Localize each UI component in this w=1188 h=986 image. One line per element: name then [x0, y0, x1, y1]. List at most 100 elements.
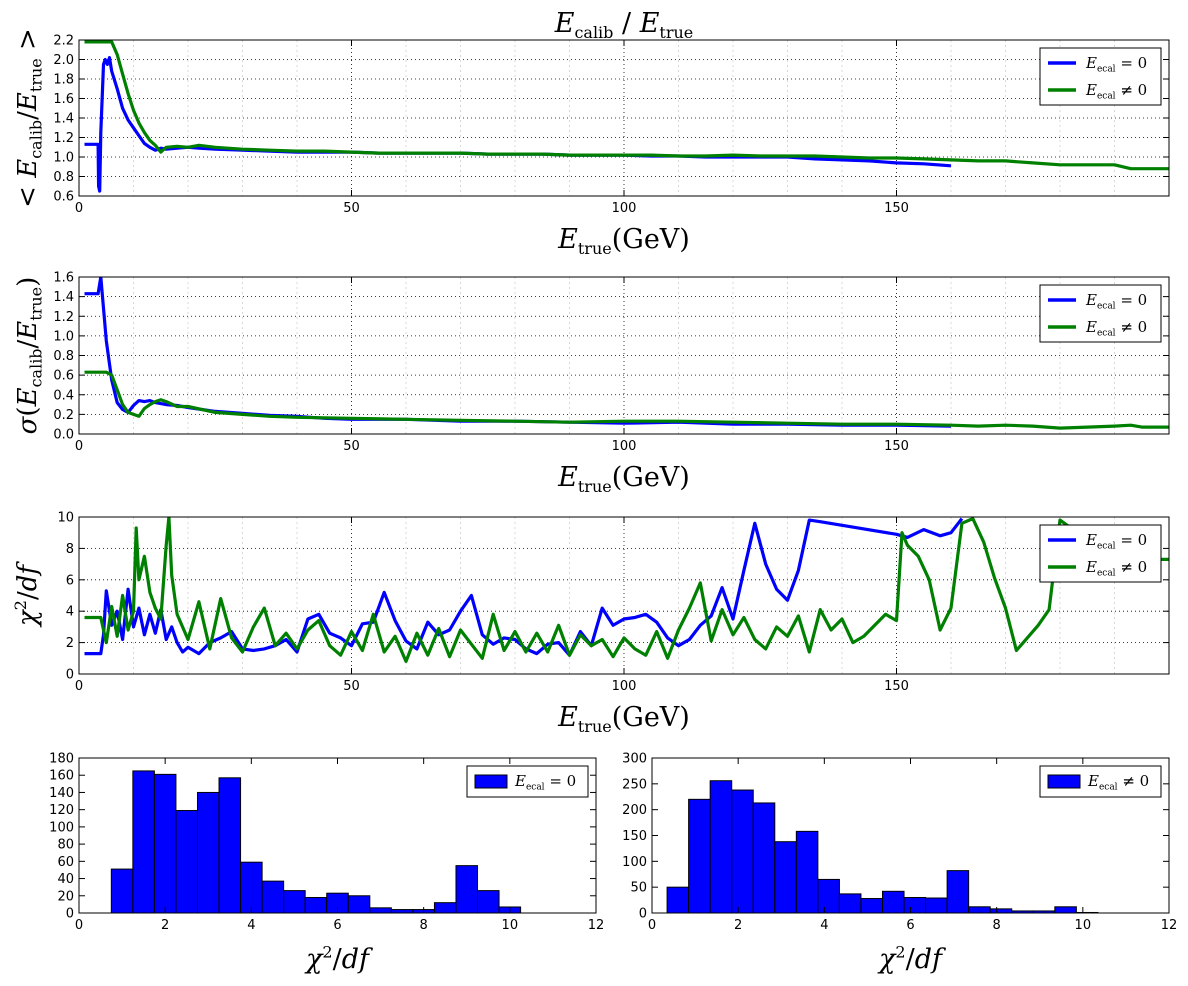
- histogram-bar: [946, 870, 970, 914]
- x-tick-label: 100: [612, 201, 637, 216]
- histogram-bar: [433, 902, 457, 914]
- histogram-bar: [881, 890, 905, 914]
- series-line-ecal-nonzero: [84, 370, 1169, 430]
- y-tick-label: 0.6: [53, 369, 74, 384]
- y-tick-label: 150: [622, 829, 647, 844]
- x-tick-label: 10: [502, 918, 519, 933]
- histogram-bar: [304, 897, 328, 914]
- histogram-bar: [989, 908, 1013, 914]
- histogram-bar: [903, 897, 927, 914]
- histogram-bar: [774, 841, 797, 914]
- histogram-bar: [283, 890, 306, 914]
- x-tick-label: 150: [884, 679, 909, 694]
- legend-label: Eecal ≠ 0: [1087, 772, 1149, 792]
- histogram-bar: [110, 868, 134, 914]
- x-tick-label: 150: [884, 201, 909, 216]
- x-tick-label: 150: [884, 439, 909, 454]
- x-axis-label: Etrue(GeV): [557, 702, 690, 736]
- histogram-bar: [968, 906, 991, 914]
- histogram-bar: [132, 770, 155, 914]
- x-tick-label: 2: [161, 918, 169, 933]
- y-tick-label: 40: [57, 872, 74, 887]
- histogram-bar: [347, 895, 371, 914]
- y-tick-label: 0.8: [53, 349, 74, 364]
- y-tick-label: 1.4: [53, 290, 74, 305]
- x-tick-label: 100: [612, 439, 637, 454]
- histogram-bar: [817, 878, 840, 914]
- y-tick-label: 300: [622, 752, 647, 767]
- x-tick-label: 4: [247, 918, 255, 933]
- histogram-bar: [688, 798, 711, 914]
- y-axis-label: σ(Ecalib/Etrue): [13, 277, 46, 435]
- y-tick-label: 1.2: [53, 310, 74, 325]
- histogram-bar: [860, 898, 883, 914]
- legend: Eecal = 0 Eecal ≠ 0: [1039, 524, 1162, 583]
- series-line-ecal-zero: [84, 55, 952, 193]
- y-tick-label: 120: [49, 803, 74, 818]
- x-tick-label: 0: [75, 918, 83, 933]
- x-tick-label: 0: [75, 679, 83, 694]
- legend-box: [1039, 284, 1162, 343]
- legend-swatch: [474, 774, 508, 789]
- series-line-ecal-zero: [84, 277, 952, 428]
- legend-label: Eecal ≠ 0: [1085, 318, 1147, 338]
- chart-sigma: 0 50 100 150 0.0 0.2 0.4 0.6 0.8 1.0 1.2 1.4 1.6 Etru…: [13, 271, 1170, 496]
- legend-label: Eecal = 0: [1085, 54, 1147, 74]
- x-tick-label: 12: [1161, 918, 1178, 933]
- legend: Eecal ≠ 0: [1039, 765, 1162, 798]
- histogram-bar: [838, 893, 862, 914]
- histogram-bar: [1054, 906, 1077, 914]
- x-axis-label: Etrue(GeV): [557, 224, 690, 258]
- chart-chi2: 0 50 100 150 0 2 4 6 8 10 Etrue(GeV) χ2/df Eecal = 0…: [11, 511, 1170, 736]
- histogram-bar: [925, 897, 948, 914]
- legend-swatch: [1047, 774, 1081, 789]
- y-tick-label: 200: [622, 803, 647, 818]
- legend-label: Eecal ≠ 0: [1085, 558, 1147, 578]
- histogram-bar: [477, 890, 500, 914]
- x-tick-label: 6: [333, 918, 341, 933]
- y-tick-label: 4: [66, 605, 74, 620]
- y-tick-label: 100: [622, 855, 647, 870]
- legend-box: [1039, 47, 1162, 106]
- y-tick-label: 80: [57, 838, 74, 853]
- x-axis-label: Etrue(GeV): [557, 462, 690, 496]
- series-line-ecal-zero: [84, 517, 964, 657]
- histogram-bar: [666, 886, 690, 914]
- histogram-bar: [795, 830, 819, 914]
- y-tick-label: 0: [639, 907, 647, 922]
- legend: Eecal = 0 Eecal ≠ 0: [1039, 47, 1162, 106]
- y-tick-label: 180: [49, 752, 74, 767]
- x-tick-label: 0: [648, 918, 656, 933]
- x-tick-label: 0: [75, 439, 83, 454]
- x-tick-label: 4: [820, 918, 828, 933]
- y-tick-label: 0.6: [53, 190, 74, 205]
- series-line-ecal-nonzero: [84, 40, 1169, 171]
- x-tick-label: 10: [1075, 918, 1092, 933]
- y-tick-label: 0.4: [53, 388, 74, 403]
- y-axis-label: χ2/df: [11, 561, 43, 628]
- y-tick-label: 0.2: [53, 408, 74, 423]
- histogram-bar: [752, 802, 776, 914]
- y-tick-label: 1.6: [53, 92, 74, 107]
- y-tick-label: 0.8: [53, 170, 74, 185]
- y-tick-label: 0: [66, 907, 74, 922]
- y-tick-label: 8: [66, 542, 74, 557]
- x-tick-label: 50: [343, 439, 360, 454]
- x-tick-label: 12: [588, 918, 605, 933]
- histogram-bar: [196, 791, 220, 914]
- y-tick-label: 0.0: [53, 428, 74, 443]
- x-tick-label: 8: [993, 918, 1001, 933]
- chart-hist_ene0: 0 2 4 6 8 10 12 0 50 100 150 200 250 300 χ2/df Eecal ≠ …: [622, 752, 1177, 976]
- chart-hist_e0: 0 2 4 6 8 10 12020406080100120140160180χ2/dfEe…: [49, 752, 604, 976]
- y-tick-label: 1.4: [53, 112, 74, 127]
- y-tick-label: 1.0: [53, 151, 74, 166]
- histogram-bar: [455, 865, 479, 914]
- x-tick-label: 0: [75, 201, 83, 216]
- histogram-bar: [731, 789, 754, 914]
- y-tick-label: 2.0: [53, 53, 74, 68]
- x-tick-label: 8: [420, 918, 428, 933]
- y-tick-label: 10: [57, 511, 74, 526]
- legend-label: Eecal = 0: [514, 772, 576, 792]
- y-tick-label: 20: [57, 889, 74, 904]
